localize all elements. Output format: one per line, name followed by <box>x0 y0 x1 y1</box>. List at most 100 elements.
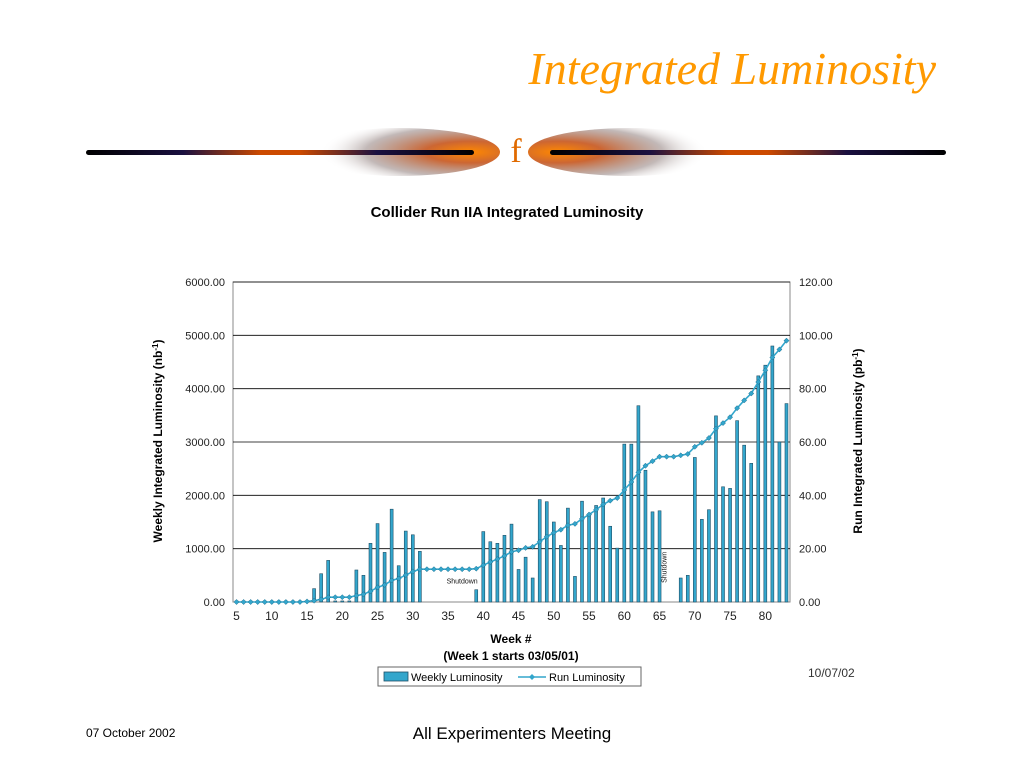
line-point <box>332 594 339 601</box>
x-tick-label: 45 <box>512 609 526 623</box>
y-tick-label: 1000.00 <box>185 544 225 556</box>
chart-title: Collider Run IIA Integrated Luminosity <box>370 204 644 221</box>
left-rule <box>86 150 474 155</box>
y2-tick-label: 40.00 <box>799 490 827 502</box>
x-tick-label: 60 <box>618 609 632 623</box>
bar <box>488 541 493 603</box>
bar <box>502 535 507 603</box>
bar <box>763 364 768 603</box>
legend-box <box>377 666 642 687</box>
line-point <box>381 581 388 588</box>
line-point <box>614 495 621 501</box>
line-point <box>677 452 684 459</box>
line-point <box>543 533 550 540</box>
x-tick-label: 55 <box>582 609 596 623</box>
bar <box>333 600 338 603</box>
line-point <box>579 515 585 522</box>
line-point <box>388 577 395 584</box>
bar <box>552 521 556 603</box>
line-point <box>487 559 494 565</box>
bar <box>361 575 366 603</box>
bar <box>403 530 408 603</box>
bar <box>530 577 535 603</box>
bar <box>678 577 683 603</box>
line-point <box>698 439 705 446</box>
bar <box>636 405 641 603</box>
bar <box>601 497 605 603</box>
bar <box>347 600 352 603</box>
bar <box>474 589 479 603</box>
line-point <box>734 405 741 412</box>
logo-letter: f <box>510 133 522 170</box>
x-tick-label: 65 <box>653 609 667 623</box>
line-point <box>776 346 783 353</box>
x-tick-label: 50 <box>547 609 561 623</box>
bar <box>594 505 598 603</box>
line-point <box>705 435 712 441</box>
line-point <box>353 592 360 599</box>
line-point <box>621 487 628 493</box>
legend-bar-label: Weekly Luminosity <box>411 672 503 684</box>
line-point <box>325 594 332 601</box>
bar <box>389 508 394 603</box>
line-point <box>628 479 635 485</box>
x-axis-subtitle: (Week 1 starts 03/05/01) <box>443 649 578 663</box>
y-tick-label: 3000.00 <box>185 437 225 449</box>
line-point <box>529 543 536 550</box>
x-tick-label: 35 <box>441 609 455 623</box>
line-point <box>564 522 571 529</box>
line-point <box>339 594 346 601</box>
x-tick-label: 30 <box>406 609 420 623</box>
bar <box>714 415 718 603</box>
line-point <box>360 591 367 598</box>
line-point <box>557 526 564 533</box>
line-point <box>691 443 698 450</box>
bar <box>657 510 662 603</box>
line-point <box>713 425 719 432</box>
bar <box>354 569 359 603</box>
bar <box>756 375 761 603</box>
y-tick-label: 4000.00 <box>185 384 225 396</box>
bar <box>728 488 732 603</box>
line-point <box>304 598 310 605</box>
line-point <box>409 568 416 575</box>
y2-tick-label: 60.00 <box>799 437 827 449</box>
y2-tick-label: 80.00 <box>799 384 827 396</box>
right-rule <box>550 150 946 155</box>
y-axis-title: Weekly Integrated Luminosity (nb-1) <box>151 340 166 543</box>
bar <box>777 441 782 603</box>
bar <box>375 523 380 603</box>
line-point <box>515 547 522 554</box>
bar <box>749 463 754 603</box>
shutdown-annotation: Shutdown <box>447 578 478 585</box>
bar <box>643 469 648 603</box>
bar <box>573 576 577 603</box>
x-tick-label: 5 <box>233 609 240 623</box>
y-tick-label: 0.00 <box>204 597 225 609</box>
bar <box>608 525 612 603</box>
line-point <box>656 453 663 460</box>
date-stamp: 10/07/02 <box>808 666 855 680</box>
line-point <box>720 420 726 427</box>
line-point <box>247 599 254 605</box>
y2-tick-label: 100.00 <box>799 330 833 342</box>
line-point <box>480 562 487 569</box>
x-tick-label: 70 <box>688 609 702 623</box>
line-point <box>635 469 642 476</box>
footer-meeting: All Experimenters Meeting <box>412 724 612 743</box>
title-divider: f <box>86 128 946 176</box>
line-point <box>586 511 593 518</box>
line-point <box>297 599 303 605</box>
line-point <box>769 354 776 361</box>
y2-tick-label: 120.00 <box>799 277 833 289</box>
line-point <box>289 599 296 605</box>
slide-title: Integrated Luminosity <box>528 43 936 94</box>
line-point <box>402 572 409 579</box>
line-point <box>275 599 282 605</box>
legend-line-marker <box>529 674 535 680</box>
line-point <box>282 599 289 605</box>
y-tick-label: 6000.00 <box>185 277 225 289</box>
line-point <box>445 566 451 573</box>
y-tick-label: 5000.00 <box>185 330 225 342</box>
line-point <box>466 566 473 573</box>
